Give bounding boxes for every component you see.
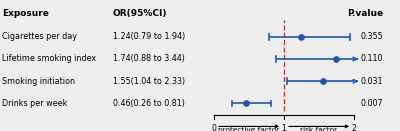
- Text: Lifetime smoking index: Lifetime smoking index: [2, 54, 96, 63]
- Text: P.value: P.value: [347, 9, 383, 18]
- Text: protective factor: protective factor: [218, 127, 280, 131]
- Text: 1: 1: [282, 124, 286, 131]
- Text: 0: 0: [212, 124, 216, 131]
- Text: OR(95%CI): OR(95%CI): [113, 9, 167, 18]
- Text: 0.031: 0.031: [361, 77, 383, 86]
- Text: Cigarettes per day: Cigarettes per day: [2, 32, 77, 41]
- Text: Drinks per week: Drinks per week: [2, 99, 67, 108]
- Text: 0.007: 0.007: [360, 99, 383, 108]
- Text: 1.24(0.79 to 1.94): 1.24(0.79 to 1.94): [113, 32, 185, 41]
- Text: risk factor: risk factor: [300, 127, 338, 131]
- Text: 2: 2: [352, 124, 356, 131]
- Text: 0.110: 0.110: [361, 54, 383, 63]
- Text: Smoking initiation: Smoking initiation: [2, 77, 75, 86]
- Text: 0.355: 0.355: [360, 32, 383, 41]
- Text: 0.46(0.26 to 0.81): 0.46(0.26 to 0.81): [113, 99, 185, 108]
- Text: 1.55(1.04 to 2.33): 1.55(1.04 to 2.33): [113, 77, 185, 86]
- Text: Exposure: Exposure: [2, 9, 49, 18]
- Text: 1.74(0.88 to 3.44): 1.74(0.88 to 3.44): [113, 54, 185, 63]
